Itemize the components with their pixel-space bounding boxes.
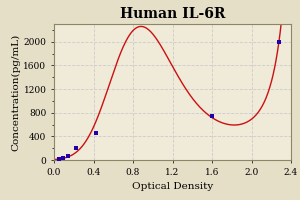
Title: Human IL-6R: Human IL-6R bbox=[120, 7, 225, 21]
Point bbox=[210, 114, 214, 117]
Point bbox=[94, 132, 99, 135]
Point bbox=[65, 154, 70, 157]
Point bbox=[57, 158, 62, 161]
Point bbox=[61, 157, 65, 160]
Point bbox=[277, 40, 281, 43]
Y-axis label: Concentration(pg/mL): Concentration(pg/mL) bbox=[11, 33, 21, 151]
X-axis label: Optical Density: Optical Density bbox=[132, 182, 213, 191]
Point bbox=[73, 147, 78, 150]
